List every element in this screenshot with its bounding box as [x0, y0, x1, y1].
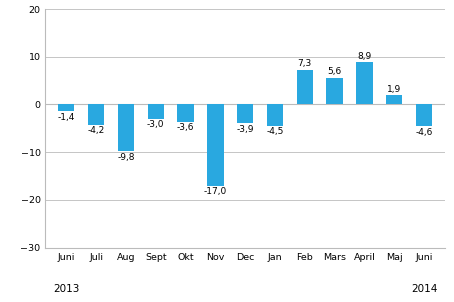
Text: -3,9: -3,9: [237, 124, 254, 133]
Text: -4,6: -4,6: [415, 128, 433, 137]
Text: 7,3: 7,3: [298, 59, 312, 68]
Text: -17,0: -17,0: [204, 187, 227, 196]
Bar: [118, 104, 134, 151]
Text: 2014: 2014: [411, 284, 437, 294]
Text: 2013: 2013: [53, 284, 79, 294]
Bar: [296, 70, 313, 104]
Bar: [267, 104, 283, 126]
Bar: [148, 104, 164, 119]
Bar: [416, 104, 432, 127]
Bar: [386, 95, 402, 104]
Text: 8,9: 8,9: [357, 52, 371, 61]
Text: 5,6: 5,6: [327, 67, 342, 76]
Bar: [88, 104, 104, 124]
Text: -3,6: -3,6: [177, 123, 194, 132]
Bar: [207, 104, 223, 186]
Bar: [58, 104, 74, 111]
Bar: [178, 104, 194, 122]
Bar: [237, 104, 253, 123]
Text: -9,8: -9,8: [117, 153, 135, 162]
Text: 1,9: 1,9: [387, 85, 401, 94]
Bar: [356, 62, 373, 104]
Text: -3,0: -3,0: [147, 120, 164, 129]
Text: -4,2: -4,2: [88, 126, 105, 135]
Text: -1,4: -1,4: [58, 113, 75, 122]
Bar: [326, 78, 343, 104]
Text: -4,5: -4,5: [266, 127, 284, 137]
